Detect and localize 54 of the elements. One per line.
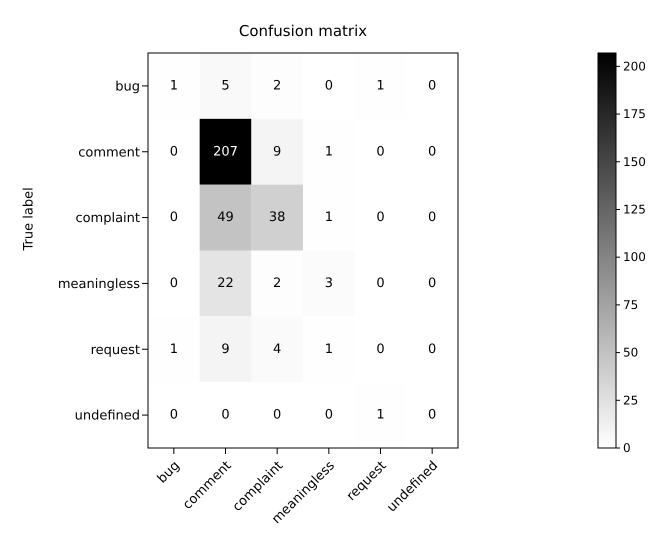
color-bar-label: 0: [623, 441, 631, 455]
data-label: 0: [376, 276, 385, 291]
y-tick-label: comment: [78, 145, 140, 160]
data-label: 1: [324, 342, 333, 357]
y-tick-label: meaningless: [58, 277, 140, 292]
data-label: 1: [170, 78, 178, 94]
data-label: 0: [428, 78, 436, 94]
data-label: 1: [170, 342, 178, 357]
data-label: 4: [273, 342, 282, 357]
data-label: 9: [273, 144, 282, 160]
data-label: 0: [170, 276, 178, 291]
data-label: 2: [273, 276, 282, 291]
data-label: 0: [221, 408, 230, 423]
data-label: 5: [221, 78, 230, 94]
color-bar-label: 50: [623, 346, 638, 360]
data-label: 2: [273, 78, 282, 94]
data-label: 0: [170, 408, 178, 423]
y-axis-title: True label: [22, 187, 37, 252]
data-label: 0: [376, 342, 385, 357]
chart-title: Confusion matrix: [238, 22, 368, 40]
data-label: 0: [428, 144, 436, 160]
data-label: 3: [324, 276, 333, 291]
data-label: 0: [273, 408, 282, 423]
data-label: 0: [428, 276, 436, 291]
data-label: 0: [324, 78, 333, 94]
data-label: 207: [213, 144, 238, 160]
data-label: 1: [376, 78, 385, 94]
data-label: 9: [221, 342, 230, 357]
data-label: 38: [268, 210, 286, 226]
data-label: 22: [217, 276, 234, 291]
data-label: 0: [376, 210, 385, 226]
data-label: 0: [170, 210, 178, 226]
color-bar-label: 100: [623, 250, 646, 264]
color-bar-label: 75: [623, 298, 638, 312]
x-tick-label: bug: [154, 458, 183, 487]
data-label: 1: [324, 210, 333, 226]
y-tick-label: bug: [115, 80, 140, 95]
data-label: 49: [217, 210, 234, 226]
color-bar-label: 25: [623, 393, 638, 408]
y-tick-label: request: [90, 342, 140, 358]
data-label: 0: [376, 144, 385, 160]
data-label: 0: [428, 210, 436, 226]
data-label: 1: [324, 144, 333, 160]
data-label: 0: [324, 408, 333, 423]
color-bar-label: 125: [623, 202, 646, 216]
color-bar-label: 175: [623, 107, 646, 122]
y-tick-label: undefined: [74, 408, 140, 424]
y-tick-label: complaint: [75, 211, 140, 226]
color-bar-label: 200: [623, 59, 646, 74]
data-label: 0: [428, 408, 436, 423]
color-bar-label: 150: [623, 154, 646, 169]
data-label: 0: [170, 144, 178, 160]
data-label: 1: [376, 408, 385, 423]
data-label: 0: [428, 342, 436, 357]
